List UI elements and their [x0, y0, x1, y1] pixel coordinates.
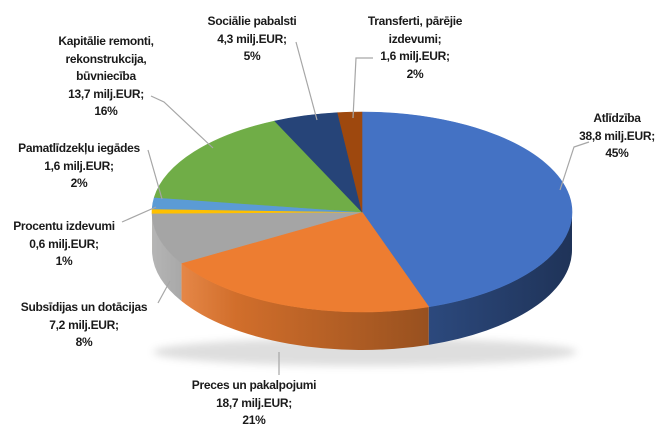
pie-label-line: Sociālie pabalsti	[207, 14, 297, 28]
pie-label-transferti: Transferti, pārējie izdevumi; 1,6 milj.EUR…	[367, 13, 463, 83]
pie-label-line: Procentu izdevumi	[13, 219, 115, 233]
pie-slice-transferti	[337, 111, 363, 213]
pie-label-subsidijas: Subsīdijas un dotācijas 7,2 milj.EUR; 8%	[20, 299, 148, 352]
leader-line-pamatlidzeklu	[147, 149, 163, 200]
pie-label-line: 1,6 milj.EUR;	[44, 158, 114, 173]
pie-label-line: 16%	[94, 104, 118, 118]
leader-line-socialie	[295, 41, 318, 121]
pie-shadow	[153, 338, 577, 366]
pie-label-line: 8%	[75, 335, 93, 349]
pie-slice-preces	[181, 211, 429, 313]
pie-label-line: Transferti, pārējie	[367, 14, 463, 28]
pie-label-kapitalie: Kapitālie remonti, rekonstrukcija, būvniec…	[58, 33, 154, 121]
pie-label-line: Atlīdzība	[593, 111, 641, 125]
pie-label-line: 18,7 milj.EUR;	[216, 395, 292, 410]
pie-label-line: 38,8 milj.EUR;	[579, 128, 655, 143]
pie-label-line: 4,3 milj.EUR;	[217, 31, 287, 46]
pie-slice-kapitalie	[153, 120, 363, 213]
pie-slice-subsidijas	[151, 211, 363, 264]
pie-label-line: 7,2 milj.EUR;	[49, 317, 119, 332]
pie-label-line: Pamatlīdzekļu iegādes	[18, 141, 140, 155]
pie-label-pamatlidzeklu: Pamatlīdzekļu iegādes 1,6 milj.EUR; 2%	[18, 140, 140, 193]
leader-line-subsidijas	[157, 280, 171, 304]
pie-label-socialie: Sociālie pabalsti 4,3 milj.EUR; 5%	[208, 13, 297, 66]
leader-line-procentu	[121, 206, 157, 223]
pie-label-line: 1%	[55, 254, 73, 268]
pie-slice-atlidziba	[361, 111, 573, 308]
leader-line-kapitalie	[150, 95, 214, 149]
pie-label-procentu: Procentu izdevumi 0,6 milj.EUR; 1%	[13, 218, 115, 271]
pie-label-line: 5%	[243, 49, 261, 63]
leader-line-transferti	[352, 57, 373, 119]
pie-slice-wall-preces	[181, 263, 429, 350]
leader-line-atlidziba	[559, 141, 590, 191]
pie-label-line: Subsīdijas un dotācijas	[20, 300, 148, 314]
pie-label-line: izdevumi;	[388, 31, 442, 46]
pie-label-line: 45%	[605, 146, 629, 160]
pie-label-line: būvniecība	[76, 69, 136, 83]
pie-label-line: 0,6 milj.EUR;	[29, 236, 99, 251]
pie-label-line: 13,7 milj.EUR;	[68, 86, 144, 101]
pie-label-line: Preces un pakalpojumi	[191, 378, 317, 392]
pie-slice-wall-atlidziba	[428, 212, 572, 345]
pie-label-line: 2%	[70, 176, 88, 190]
pie-label-line: Kapitālie remonti,	[58, 34, 154, 48]
pie-label-preces: Preces un pakalpojumi 18,7 milj.EUR; 21%	[191, 377, 317, 430]
pie-label-line: rekonstrukcija,	[65, 51, 147, 66]
pie-label-line: 1,6 milj.EUR;	[380, 49, 450, 63]
pie-slice-wall-subsidijas	[152, 213, 182, 302]
pie-label-line: 21%	[242, 413, 266, 427]
pie-label-line: 2%	[406, 66, 424, 81]
pie-label-atlidziba: Atlīdzība 38,8 milj.EUR; 45%	[579, 110, 655, 163]
